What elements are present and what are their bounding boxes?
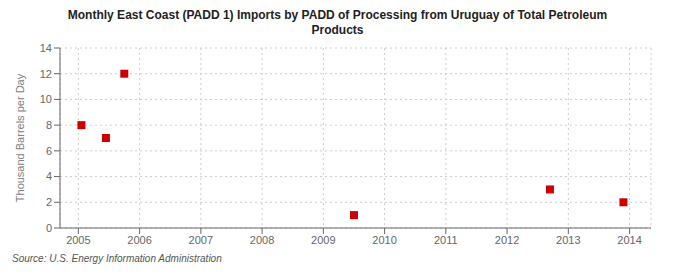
svg-text:12: 12 [40, 68, 52, 80]
svg-text:2013: 2013 [556, 234, 580, 246]
svg-text:2006: 2006 [127, 234, 151, 246]
svg-text:2005: 2005 [66, 234, 90, 246]
svg-text:2010: 2010 [372, 234, 396, 246]
svg-text:2012: 2012 [495, 234, 519, 246]
svg-text:2008: 2008 [250, 234, 274, 246]
svg-text:2: 2 [46, 196, 52, 208]
svg-text:6: 6 [46, 145, 52, 157]
svg-text:2009: 2009 [311, 234, 335, 246]
svg-text:8: 8 [46, 119, 52, 131]
svg-text:2007: 2007 [189, 234, 213, 246]
svg-text:4: 4 [46, 170, 52, 182]
html-text:Source: U.S. Energy Informatio: Source: U.S. Energy Information Administ… [12, 253, 222, 264]
svg-text:14: 14 [40, 42, 52, 54]
svg-text:10: 10 [40, 93, 52, 105]
svg-text:0: 0 [46, 222, 52, 234]
svg-text:2011: 2011 [434, 234, 458, 246]
svg-text:2014: 2014 [617, 234, 641, 246]
html-text:Monthly East Coast (PADD 1) Im: Monthly East Coast (PADD 1) Imports by P… [67, 8, 608, 22]
svg-text:Thousand Barrels per Day: Thousand Barrels per Day [14, 73, 26, 202]
html-text:Products: Products [311, 23, 364, 37]
